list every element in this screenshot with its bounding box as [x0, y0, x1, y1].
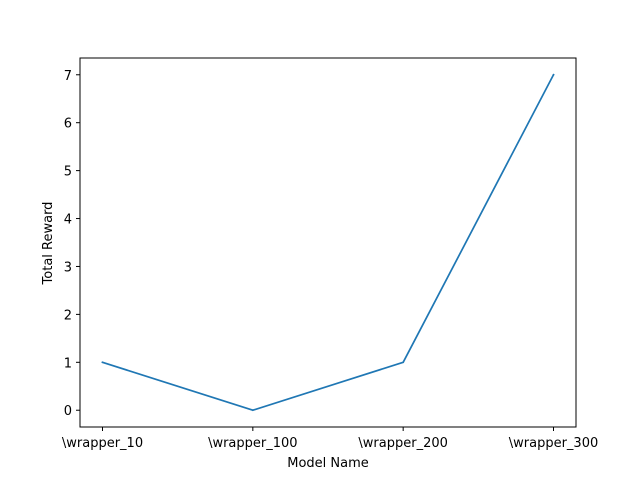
y-tick-label: 6	[64, 117, 72, 132]
data-point	[402, 361, 405, 364]
y-tick-label: 0	[64, 404, 72, 419]
y-tick-label: 1	[64, 356, 72, 371]
y-tick-label: 2	[64, 308, 72, 323]
data-point	[552, 73, 555, 76]
y-tick-label: 3	[64, 260, 72, 275]
y-tick-label: 5	[64, 165, 72, 180]
x-tick-label: \wrapper_10	[62, 436, 143, 451]
series-line	[101, 73, 555, 412]
x-axis: \wrapper_10 \wrapper_100 \wrapper_200 \wrap…	[62, 427, 598, 451]
series-layer	[101, 73, 555, 412]
plot-area	[80, 58, 576, 427]
data-point	[101, 361, 104, 364]
y-tick-label: 4	[64, 213, 72, 228]
x-tick-label: \wrapper_300	[509, 436, 598, 451]
y-tick-label: 7	[64, 69, 72, 84]
y-axis-label: Total Reward	[41, 202, 56, 286]
x-tick-label: \wrapper_200	[358, 436, 447, 451]
x-axis-label: Model Name	[287, 456, 369, 471]
y-axis: 0 1 2 3 4 5 6 7	[64, 69, 80, 419]
plot-frame	[79, 57, 577, 428]
x-tick-label: \wrapper_100	[208, 436, 297, 451]
data-point	[251, 409, 254, 412]
